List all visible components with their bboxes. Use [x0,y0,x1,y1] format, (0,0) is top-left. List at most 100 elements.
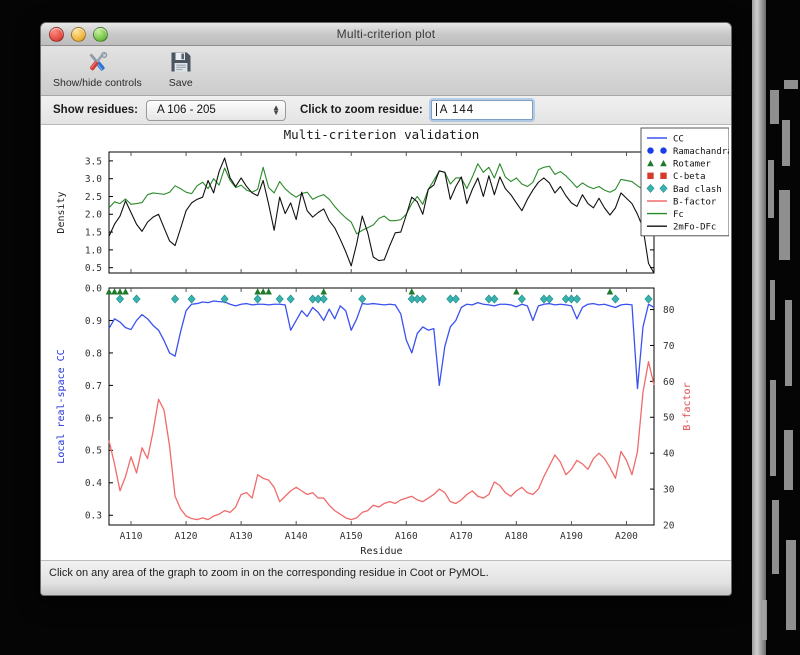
residue-x-tick-label: A120 [175,531,198,542]
plot-canvas[interactable]: Multi-criterion validation 0.5 1.0 1.5 2.0 2.… [41,125,731,560]
legend-label: Bad clash [673,185,722,195]
window-titlebar[interactable]: Multi-criterion plot [41,23,731,46]
legend-circle-swatch [647,147,654,154]
x-axis-label: Residue [360,546,402,557]
zoom-residue-input[interactable]: A 144 [430,100,533,120]
bad-clash-marker[interactable] [644,294,653,304]
window-toolbar: Show/hide controls Save [41,46,731,96]
bad-clash-marker[interactable] [490,294,499,304]
series-b-factor [108,360,655,521]
legend-label: CC [673,134,684,144]
bad-clash-marker[interactable] [132,294,141,304]
bad-clash-marker[interactable] [116,294,125,304]
rotamer-outlier-marker[interactable] [105,288,113,295]
quality-panel-frame [108,287,655,526]
rotamer-outlier-marker[interactable] [122,288,129,295]
desktop-artifact [782,120,790,166]
zoom-residue-value: A 144 [439,104,475,116]
cc-y-tick-label: 0.6 [85,413,102,424]
density-y-tick-label: 2.0 [85,210,102,221]
rotamer-outlier-marker[interactable] [265,288,272,295]
bad-clash-marker[interactable] [308,294,317,304]
desktop-artifact [770,90,779,124]
residue-x-tick-label: A200 [615,531,638,542]
bad-clash-marker[interactable] [286,294,295,304]
residue-range-select[interactable]: A 106 - 205 ▲ ▼ [146,99,286,121]
bad-clash-marker[interactable] [275,294,284,304]
bfactor-y-tick-label: 30 [663,484,675,495]
bad-clash-marker[interactable] [253,294,262,304]
bfactor-y-tick-label: 80 [663,305,675,316]
cc-y-tick-label: 0.3 [85,511,102,522]
window-controls [49,27,108,42]
bfactor-y-tick-label: 20 [663,520,675,531]
bad-clash-marker[interactable] [314,294,323,304]
legend-label: B-factor [673,197,717,207]
show-hide-controls-button[interactable]: Show/hide controls [53,46,142,89]
legend-circle-swatch [660,147,667,154]
rotamer-outlier-marker[interactable] [259,288,267,295]
stepper-arrows-icon: ▲ ▼ [272,103,280,117]
residue-x-tick-label: A180 [505,531,528,542]
bad-clash-marker[interactable] [517,294,526,304]
multi-criterion-chart[interactable]: Multi-criterion validation 0.5 1.0 1.5 2.0 2.… [41,125,729,560]
residue-x-tick-label: A160 [395,531,418,542]
bad-clash-marker[interactable] [572,294,581,304]
cc-y-tick-label: 0.0 [85,283,102,294]
desktop-artifact [784,430,793,490]
density-y-tick-label: 2.5 [85,192,102,203]
window-title: Multi-criterion plot [336,27,436,41]
rotamer-outlier-marker[interactable] [513,288,520,295]
legend-label: Rotamer [673,160,712,170]
bad-clash-marker[interactable] [545,294,554,304]
save-button[interactable]: Save [152,46,210,89]
bad-clash-marker[interactable] [220,294,229,304]
close-button[interactable] [49,27,64,42]
bad-clash-marker[interactable] [418,294,427,304]
zoom-button[interactable] [93,27,108,42]
residue-x-tick-label: A140 [285,531,308,542]
bad-clash-marker[interactable] [446,294,455,304]
bad-clash-marker[interactable] [319,294,328,304]
cc-y-tick-label: 0.7 [85,381,102,392]
rotamer-outlier-marker[interactable] [116,288,124,295]
minimize-button[interactable] [71,27,86,42]
bad-clash-marker[interactable] [567,294,576,304]
bad-clash-marker[interactable] [484,294,493,304]
bad-clash-marker[interactable] [413,294,422,304]
desktop-artifact [770,280,775,320]
bad-clash-marker[interactable] [187,294,196,304]
bfactor-y-tick-label: 70 [663,341,675,352]
desktop-artifact [770,380,776,476]
legend-box [640,127,729,237]
rotamer-outlier-marker[interactable] [320,288,327,295]
desktop-artifact [785,300,792,386]
cc-axis-label: Local real-space CC [56,349,67,463]
rotamer-outlier-marker[interactable] [254,288,261,295]
density-y-tick-label: 3.0 [85,174,102,185]
chart-legend: CC Ramachandran Rotamer C-beta Bad clash B-fa… [640,127,729,237]
show-residues-label: Show residues: [53,104,138,116]
series-cc [108,300,655,390]
legend-label: Ramachandran [673,147,729,157]
rotamer-outlier-marker[interactable] [111,288,118,295]
bad-clash-marker[interactable] [611,294,620,304]
bad-clash-marker[interactable] [451,294,460,304]
rotamer-outlier-marker[interactable] [408,288,416,295]
bad-clash-marker[interactable] [358,294,367,304]
legend-label: C-beta [673,172,706,182]
status-message: Click on any area of the graph to zoom i… [49,567,489,579]
density-y-tick-label: 0.5 [85,263,102,274]
bad-clash-marker[interactable] [407,294,416,304]
rotamer-outlier-marker[interactable] [606,288,614,295]
legend-label: Fc [673,210,684,220]
save-label: Save [168,77,193,89]
residue-x-tick-label: A110 [120,531,143,542]
bad-clash-marker[interactable] [171,294,180,304]
bad-clash-marker[interactable] [561,294,570,304]
bfactor-y-tick-label: 60 [663,377,675,388]
desktop-artifact [762,600,767,640]
legend-square-swatch [647,172,654,179]
cc-y-tick-label: 0.8 [85,348,102,359]
bad-clash-marker[interactable] [539,294,548,304]
